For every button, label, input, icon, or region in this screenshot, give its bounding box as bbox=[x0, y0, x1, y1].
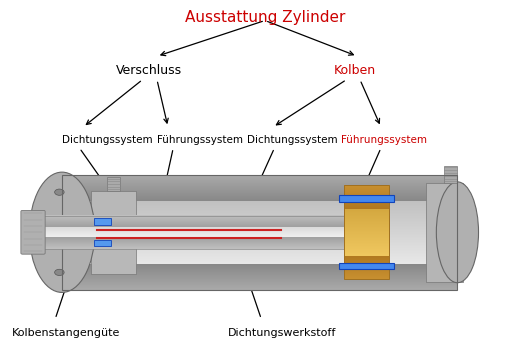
Text: Ausstattung Zylinder: Ausstattung Zylinder bbox=[185, 10, 345, 25]
FancyBboxPatch shape bbox=[21, 210, 45, 254]
FancyBboxPatch shape bbox=[107, 177, 120, 191]
FancyBboxPatch shape bbox=[426, 183, 463, 281]
Ellipse shape bbox=[29, 172, 95, 293]
Bar bbox=[62, 175, 457, 289]
Bar bbox=[25, 216, 389, 249]
Bar bbox=[94, 218, 111, 225]
Text: Dichtungswerkstoff: Dichtungswerkstoff bbox=[228, 328, 337, 338]
Bar bbox=[94, 240, 111, 246]
FancyBboxPatch shape bbox=[444, 166, 457, 183]
Text: Dichtungssystem: Dichtungssystem bbox=[62, 135, 153, 145]
Ellipse shape bbox=[39, 217, 85, 247]
Text: Kolben: Kolben bbox=[333, 64, 376, 77]
Bar bbox=[339, 262, 394, 270]
Ellipse shape bbox=[436, 182, 479, 283]
Text: Führungssystem: Führungssystem bbox=[157, 135, 243, 145]
Text: Verschluss: Verschluss bbox=[116, 64, 182, 77]
Bar bbox=[339, 195, 394, 202]
FancyBboxPatch shape bbox=[92, 191, 136, 274]
Text: Führungssystem: Führungssystem bbox=[341, 135, 428, 145]
Text: Kolbenstangengüte: Kolbenstangengüte bbox=[12, 328, 120, 338]
Ellipse shape bbox=[55, 269, 64, 275]
Bar bbox=[344, 186, 389, 279]
Ellipse shape bbox=[55, 189, 64, 195]
Text: Dichtungssystem: Dichtungssystem bbox=[246, 135, 337, 145]
